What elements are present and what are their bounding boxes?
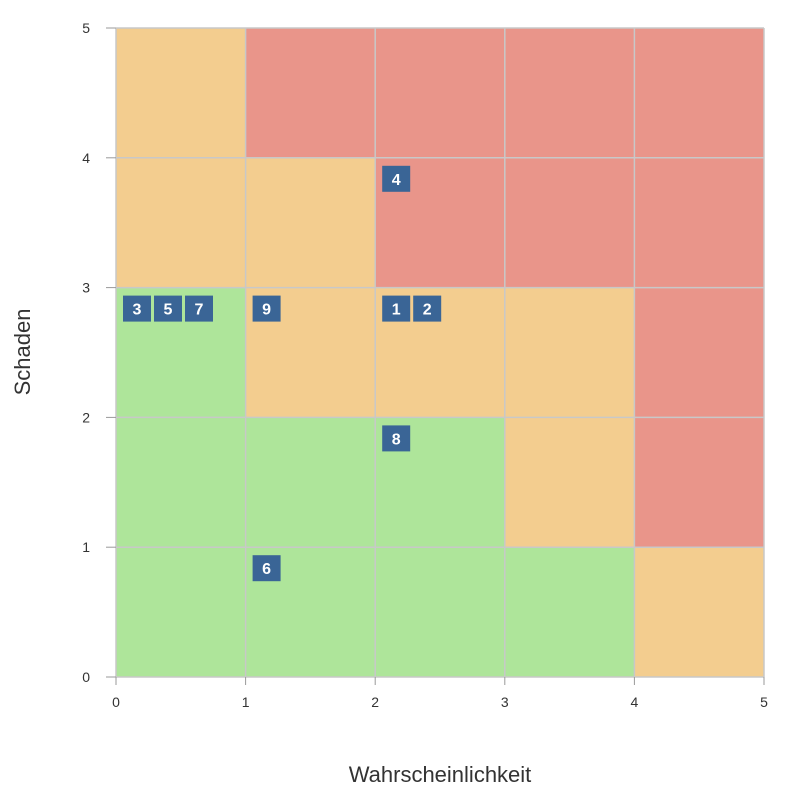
marker-label: 6 xyxy=(262,561,271,578)
marker-label: 5 xyxy=(164,302,173,319)
y-axis-ticks: 0 1 2 3 4 5 xyxy=(82,20,116,685)
risk-marker-6[interactable]: 6 xyxy=(252,555,281,582)
marker-label: 2 xyxy=(423,302,432,319)
marker-box xyxy=(413,295,442,322)
risk-marker-9[interactable]: 9 xyxy=(252,295,281,322)
x-axis-ticks: 0 1 2 3 4 5 xyxy=(112,677,768,710)
cell-medium xyxy=(116,157,246,288)
cell-medium xyxy=(116,28,246,158)
x-tick-label: 5 xyxy=(760,694,768,710)
cell-high xyxy=(634,28,764,158)
cell-medium xyxy=(634,547,764,677)
y-tick-label: 4 xyxy=(82,150,90,166)
marker-label: 7 xyxy=(195,302,204,319)
marker-box xyxy=(154,295,182,322)
x-tick-label: 1 xyxy=(242,694,250,710)
x-tick-label: 4 xyxy=(631,694,639,710)
grid-lines xyxy=(115,27,765,678)
cell-high xyxy=(634,287,764,418)
cell-high xyxy=(504,157,635,288)
marker-box xyxy=(252,555,281,582)
marker-label: 4 xyxy=(392,172,401,189)
y-tick-label: 3 xyxy=(82,280,90,296)
y-axis-label: Schaden xyxy=(10,309,35,396)
marker-box xyxy=(382,425,411,452)
marker-box xyxy=(382,295,411,322)
cell-high xyxy=(245,28,376,158)
risk-marker-8[interactable]: 8 xyxy=(382,425,411,452)
marker-box xyxy=(252,295,281,322)
risk-marker-7[interactable]: 7 xyxy=(185,295,213,322)
marker-label: 1 xyxy=(392,302,401,319)
marker-box xyxy=(123,295,151,322)
cell-low xyxy=(245,417,376,548)
cell-medium xyxy=(504,287,635,418)
cell-medium xyxy=(504,417,635,548)
cell-high xyxy=(634,157,764,288)
y-tick-label: 2 xyxy=(82,409,90,425)
y-tick-label: 5 xyxy=(82,20,90,36)
marker-box xyxy=(185,295,213,322)
marker-label: 8 xyxy=(392,431,401,448)
cell-high xyxy=(504,28,635,158)
cell-high xyxy=(634,417,764,548)
cell-high xyxy=(375,28,505,158)
cell-low xyxy=(116,547,246,677)
risk-marker-1[interactable]: 1 xyxy=(382,295,411,322)
x-axis-label: Wahrscheinlichkeit xyxy=(349,762,532,787)
marker-box xyxy=(382,165,411,192)
cell-low xyxy=(504,547,635,677)
marker-label: 9 xyxy=(262,302,271,319)
risk-markers: 4 3 5 7 9 1 2 8 6 xyxy=(123,165,442,582)
y-tick-label: 0 xyxy=(82,669,90,685)
y-tick-label: 1 xyxy=(82,539,90,555)
risk-marker-5[interactable]: 5 xyxy=(154,295,182,322)
risk-marker-3[interactable]: 3 xyxy=(123,295,151,322)
cells xyxy=(116,28,764,677)
cell-low xyxy=(116,417,246,548)
x-tick-label: 3 xyxy=(501,694,509,710)
cell-medium xyxy=(245,157,376,288)
x-tick-label: 0 xyxy=(112,694,120,710)
risk-marker-2[interactable]: 2 xyxy=(413,295,442,322)
x-tick-label: 2 xyxy=(371,694,379,710)
marker-label: 3 xyxy=(133,302,142,319)
risk-marker-4[interactable]: 4 xyxy=(382,165,411,192)
cell-low xyxy=(375,547,505,677)
